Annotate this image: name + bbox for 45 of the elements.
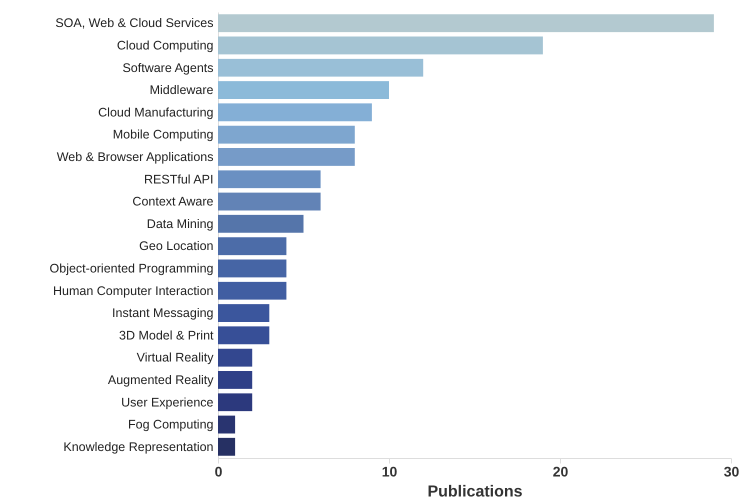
x-tick-label: 0 <box>214 464 223 480</box>
bar <box>218 192 321 210</box>
y-tick-label: SOA, Web & Cloud Services <box>55 16 214 30</box>
y-tick-label: User Experience <box>121 395 214 410</box>
y-tick-label: Geo Location <box>139 239 214 254</box>
bar <box>218 438 236 456</box>
y-tick-label: Virtual Reality <box>136 350 214 365</box>
bar <box>218 14 714 32</box>
y-tick-label: Object-oriented Programming <box>50 261 214 276</box>
bar <box>218 103 372 122</box>
bar <box>218 348 252 367</box>
bar <box>218 36 543 54</box>
y-tick-label: 3D Model & Print <box>119 328 214 342</box>
y-tick-label: Fog Computing <box>128 418 214 432</box>
bar <box>218 237 286 256</box>
x-tick-label: 30 <box>724 464 740 480</box>
y-tick-label: Context Aware <box>132 194 214 209</box>
bar <box>218 58 424 77</box>
y-tick-label: Cloud Manufacturing <box>98 105 214 120</box>
y-tick-label: Augmented Reality <box>108 372 214 387</box>
bar <box>218 214 304 233</box>
y-tick-label: Data Mining <box>146 216 214 231</box>
x-tick-label: 10 <box>382 464 398 480</box>
bar <box>218 170 321 188</box>
bar <box>218 326 270 344</box>
bar <box>218 148 355 166</box>
y-tick-label: Knowledge Representation <box>63 440 214 454</box>
bar <box>218 304 270 322</box>
y-tick-label: RESTful API <box>144 172 214 186</box>
y-tick-label: Instant Messaging <box>112 306 214 320</box>
y-tick-label: Software Agents <box>122 60 214 75</box>
bar <box>218 393 252 412</box>
bar <box>218 282 286 300</box>
y-tick-label: Human Computer Interaction <box>53 284 214 298</box>
y-tick-label: Cloud Computing <box>116 38 214 52</box>
bar <box>218 260 286 278</box>
y-tick-label: Middleware <box>150 83 214 98</box>
x-tick-label: 20 <box>552 464 568 480</box>
bar <box>218 126 355 144</box>
bar <box>218 81 389 99</box>
bar <box>218 371 252 389</box>
x-axis-title: Publications <box>427 484 523 500</box>
bar <box>218 416 236 434</box>
y-tick-label: Mobile Computing <box>112 128 214 142</box>
y-tick-label: Web & Browser Applications <box>56 150 214 164</box>
